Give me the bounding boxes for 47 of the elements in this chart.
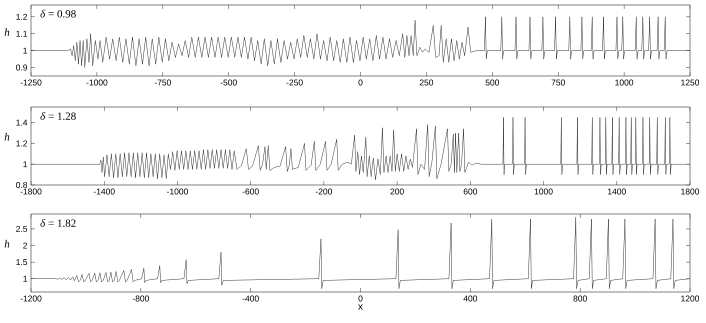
x-tick-label: 0 [358,296,363,302]
x-tick-label: 750 [552,80,565,86]
x-tick-label: 0 [358,80,363,86]
y-tick-label: 1.4 [16,120,28,126]
y-axis-title: h [4,240,10,248]
y-tick-label: 0.9 [16,64,28,71]
x-tick-label: 1250 [681,80,700,86]
x-tick-label: -1000 [86,80,108,86]
x-tick-label: 200 [390,188,404,195]
x-tick-label: 1200 [681,296,700,302]
y-tick-label: 1.5 [16,259,28,266]
x-tick-label: 800 [573,296,587,302]
y-axis-title: h [4,132,10,140]
x-tick-label: 1000 [534,188,553,195]
annotation: δ = 1.28 [40,112,76,120]
x-tick-label: -600 [242,188,259,195]
x-tick-label: 1800 [681,188,700,195]
y-tick-label: 1.2 [16,14,28,20]
y-tick-label: 2 [23,242,28,248]
x-tick-label: 400 [463,296,478,302]
x-tick-label: -1000 [166,188,188,195]
y-tick-label: 2.5 [16,226,28,232]
x-tick-label: -250 [286,80,303,86]
annotation: δ = 0.98 [40,10,76,18]
x-tick-label: 500 [486,80,500,86]
y-tick-label: 1.1 [16,30,28,37]
y-tick-label: 0.8 [16,182,28,188]
x-tick-label: -200 [316,188,332,195]
x-tick-label: 1000 [615,80,634,86]
x-tick-label: -1200 [20,296,42,302]
x-tick-label: 250 [420,80,434,86]
x-tick-label: 600 [464,188,478,195]
y-tick-label: 1 [23,276,28,282]
x-tick-label: -1800 [20,188,42,195]
y-tick-label: 1 [23,48,28,54]
x-axis-title: x [358,304,363,310]
y-axis-title: h [4,28,10,36]
x-tick-label: 1400 [608,188,626,195]
x-tick-label: -1400 [94,188,115,195]
y-tick-label: 1.2 [16,140,28,146]
x-tick-label: -500 [220,80,237,86]
annotation: δ = 1.82 [40,219,76,227]
y-tick-label: 1 [23,161,28,168]
x-tick-label: -800 [132,296,149,302]
x-tick-label: -400 [242,296,259,302]
x-tick-label: -1250 [20,80,42,86]
x-tick-label: -750 [154,80,171,86]
